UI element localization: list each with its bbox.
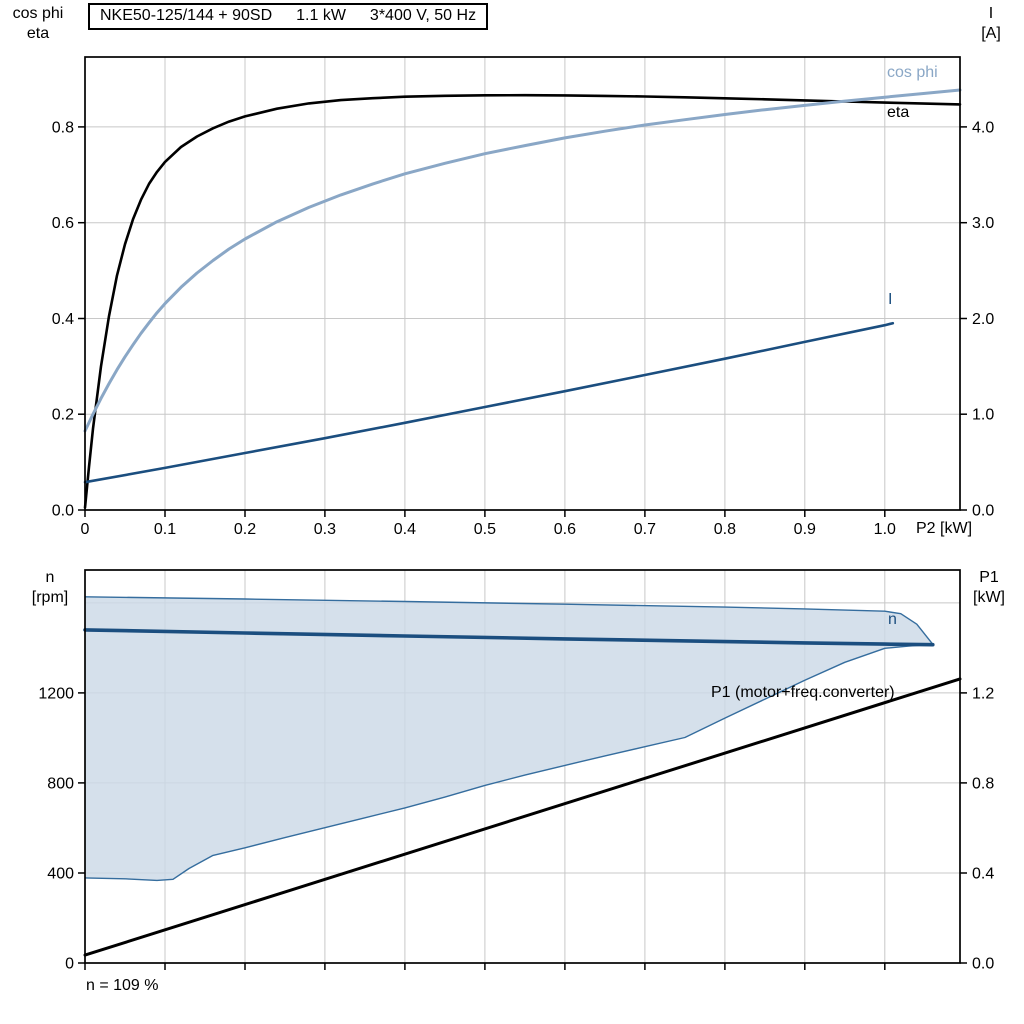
cos-phi-curve-label: cos phi [887, 64, 938, 81]
svg-text:0.0: 0.0 [52, 503, 74, 520]
speed-percentage-note: n = 109 % [86, 977, 159, 994]
speed-axis-title: n [45, 569, 55, 586]
svg-text:0.3: 0.3 [314, 521, 336, 538]
supply-voltage-label: 3*400 V, 50 Hz [369, 7, 477, 24]
svg-text:0.5: 0.5 [474, 521, 496, 538]
svg-text:1200: 1200 [38, 685, 74, 702]
svg-text:0.0: 0.0 [972, 956, 994, 973]
p1-curve-label: P1 (motor+freq.converter) [711, 684, 895, 701]
current-curve-label: I [888, 291, 893, 308]
svg-text:0.8: 0.8 [972, 775, 994, 792]
svg-text:1.2: 1.2 [972, 685, 994, 702]
svg-text:0.6: 0.6 [52, 215, 74, 232]
svg-text:0.8: 0.8 [52, 119, 74, 136]
svg-text:0.2: 0.2 [234, 521, 256, 538]
svg-text:0.1: 0.1 [154, 521, 176, 538]
svg-text:400: 400 [47, 866, 74, 883]
speed-unit-label: [rpm] [31, 589, 69, 606]
eta-curve-label: eta [887, 104, 910, 121]
svg-text:800: 800 [47, 775, 74, 792]
svg-text:1.0: 1.0 [874, 521, 896, 538]
motor-power-label: 1.1 kW [296, 7, 346, 24]
svg-text:4.0: 4.0 [972, 119, 994, 136]
p1-unit-label: [kW] [973, 589, 1005, 606]
svg-text:0.4: 0.4 [52, 311, 74, 328]
svg-text:0.7: 0.7 [634, 521, 656, 538]
speed-curve-label: n [888, 611, 897, 628]
svg-text:0.8: 0.8 [714, 521, 736, 538]
x-axis-title: P2 [kW] [916, 520, 973, 537]
svg-text:0: 0 [81, 521, 90, 538]
svg-text:2.0: 2.0 [972, 311, 994, 328]
svg-text:0.4: 0.4 [972, 866, 994, 883]
cos-phi-axis-title: cos phi [12, 5, 64, 22]
svg-text:0.6: 0.6 [554, 521, 576, 538]
current-axis-title: I [988, 5, 994, 22]
svg-text:0: 0 [65, 956, 74, 973]
svg-text:0.9: 0.9 [794, 521, 816, 538]
svg-text:0.4: 0.4 [394, 521, 416, 538]
top-right-axis-title: I [A] [966, 4, 1016, 44]
bottom-left-axis-title: n [rpm] [18, 568, 82, 608]
svg-text:3.0: 3.0 [972, 215, 994, 232]
p1-axis-title: P1 [979, 569, 999, 586]
svg-text:0.0: 0.0 [972, 503, 994, 520]
eta-axis-title: eta [26, 25, 50, 42]
chart-title-box: NKE50-125/144 + 90SD 1.1 kW 3*400 V, 50 … [88, 3, 489, 30]
top-left-axis-title: cos phi eta [6, 4, 70, 44]
svg-text:0.2: 0.2 [52, 407, 74, 424]
current-unit-label: [A] [981, 25, 1001, 42]
pump-model-label: NKE50-125/144 + 90SD [100, 7, 273, 24]
bottom-right-axis-title: P1 [kW] [960, 568, 1018, 608]
svg-text:1.0: 1.0 [972, 407, 994, 424]
